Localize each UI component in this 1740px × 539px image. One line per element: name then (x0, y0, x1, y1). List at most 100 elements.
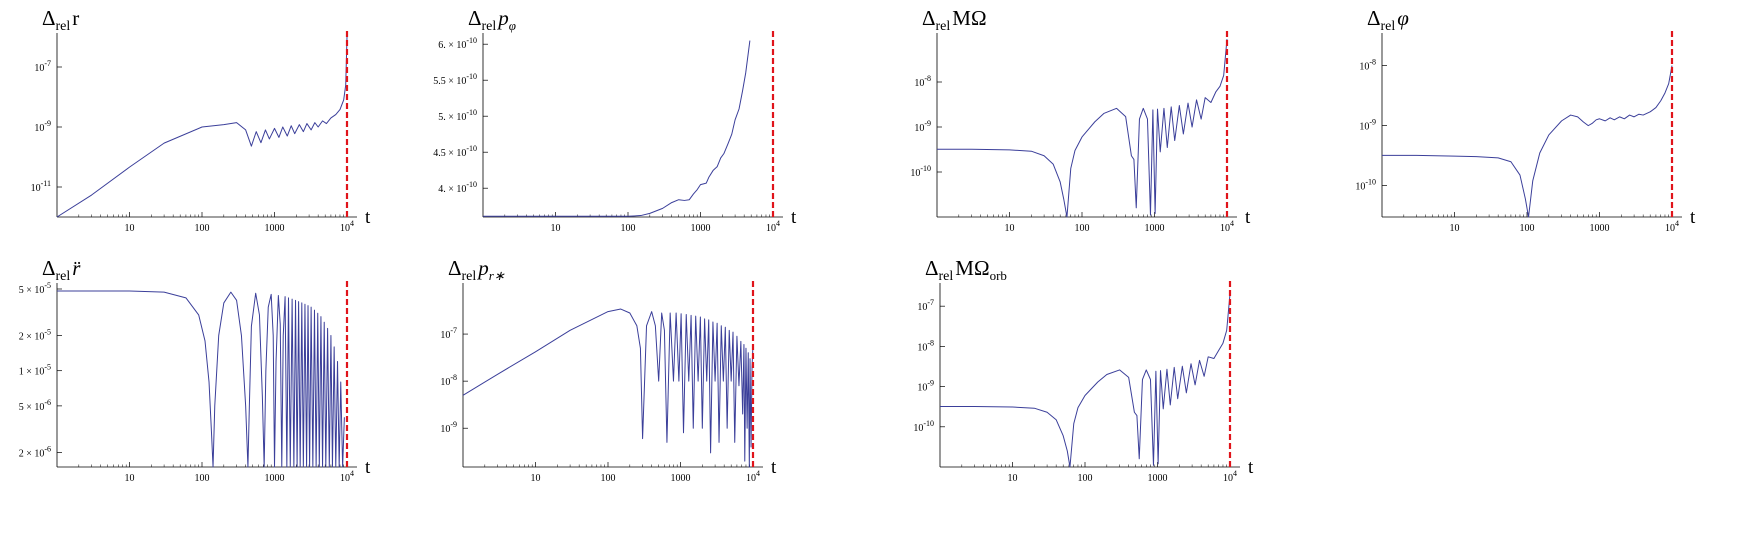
y-tick-label: 10-9 (1359, 118, 1376, 133)
y-tick-base: 4. × 10 (438, 184, 466, 195)
x-tick-label: 10 (1450, 223, 1460, 234)
y-tick-label: 10-10 (1355, 178, 1376, 193)
x-axis-label: t (1690, 207, 1696, 228)
y-tick-exponent: -5 (44, 328, 51, 337)
title-delta: Δ (42, 6, 56, 30)
x-tick-exponent: 4 (1230, 219, 1234, 228)
chart-title: Δrelr (42, 6, 79, 35)
title-subscript: rel (1380, 19, 1396, 34)
chart-svg: 10 100 1000 104 t10-710-810-9 (440, 281, 777, 484)
data-series-line (1382, 65, 1673, 218)
y-tick-exponent: -10 (466, 144, 477, 153)
y-tick-exponent: -7 (44, 59, 51, 68)
y-tick-exponent: -5 (44, 281, 51, 290)
x-tick-label: 104 (1665, 219, 1679, 234)
y-tick-exponent: -9 (924, 119, 931, 128)
title-symbol: φ (1397, 6, 1409, 30)
y-tick-exponent: -10 (466, 108, 477, 117)
x-tick-label: 1000 (1145, 223, 1165, 234)
y-tick-base: 10 (914, 78, 924, 89)
y-tick-base: 10 (440, 424, 450, 435)
x-tick-exponent: 4 (776, 219, 780, 228)
y-tick-base: 10 (1355, 182, 1365, 193)
chart-title: Δrelφ (1367, 6, 1409, 35)
x-tick-label: 10 (551, 223, 561, 234)
x-tick-label: 104 (1223, 469, 1237, 484)
title-symbol: r (72, 6, 80, 30)
chart-svg: 10 100 1000 104 t10-710-810-910-10 (913, 281, 1254, 484)
data-series-line (937, 39, 1228, 218)
chart-svg: 10 100 1000 104 t10-810-910-10 (1355, 31, 1696, 234)
y-tick-label: 10-8 (1359, 58, 1376, 73)
y-tick-base: 5. × 10 (438, 112, 466, 123)
chart-panel-p1: Δrelr 10 100 1000 104 t 10-7 10-9 10-11 (10, 0, 430, 255)
y-tick-label: 10-11 (31, 179, 51, 194)
x-axis-label: t (1245, 207, 1251, 228)
title-symbol-subscript: orb (989, 268, 1007, 283)
chart-title: Δrelpφ (468, 6, 516, 35)
title-symbol: MΩ (952, 6, 987, 30)
title-subscript: rel (461, 269, 477, 284)
y-tick-label: 10-9 (917, 379, 934, 394)
y-tick-base: 10 (1359, 122, 1369, 133)
y-tick-base: 5.5 × 10 (433, 76, 466, 87)
y-tick-base: 4.5 × 10 (433, 148, 466, 159)
chart-panel-p2: Δrelpφ 10 100 1000 104 t 6. × 10-10 5.5 × 10-10… (433, 0, 855, 255)
y-tick-label: 2 × 10-6 (19, 444, 51, 459)
x-tick-exponent: 4 (1233, 469, 1237, 478)
y-tick-base: 10 (440, 377, 450, 388)
y-tick-label: 5 × 10-5 (19, 281, 51, 296)
x-tick-label: 100 (195, 473, 210, 484)
y-tick-base: 10 (440, 330, 450, 341)
y-tick-base: 2 × 10 (19, 448, 45, 459)
title-symbol: r̈ (72, 256, 81, 280)
y-tick-exponent: -10 (920, 164, 931, 173)
y-tick-base: 10 (31, 183, 41, 194)
y-tick-exponent: -8 (924, 74, 931, 83)
chart-title: ΔrelMΩ (922, 6, 987, 35)
y-tick-label: 2 × 10-5 (19, 328, 51, 343)
title-subscript: rel (55, 269, 71, 284)
y-tick-base: 10 (914, 123, 924, 134)
y-tick-base: 2 × 10 (19, 332, 45, 343)
x-tick-exponent: 4 (1675, 219, 1679, 228)
y-tick-label: 4.5 × 10-10 (433, 144, 477, 159)
x-tick-label: 100 (1520, 223, 1535, 234)
data-series-line (462, 308, 754, 468)
data-series-line (57, 290, 345, 468)
y-tick-exponent: -10 (923, 419, 934, 428)
x-tick-label: 100 (1075, 223, 1090, 234)
chart-panel-p7: ΔrelMΩorb 10 100 1000 104 t 10-7 10-8 10-9 10-10 (890, 250, 1310, 505)
x-tick-label: 1000 (1148, 473, 1168, 484)
y-tick-label: 10-7 (34, 59, 51, 74)
x-tick-label: 104 (766, 219, 780, 234)
y-tick-label: 5 × 10-6 (19, 398, 51, 413)
title-delta: Δ (922, 6, 936, 30)
title-symbol-subscript: φ (508, 18, 516, 33)
chart-panel-p4: Δrelφ 10 100 1000 104 t 10-8 10-9 10-10 (1330, 0, 1740, 255)
y-tick-base: 1 × 10 (19, 367, 45, 378)
y-tick-exponent: -10 (466, 36, 477, 45)
y-tick-label: 10-8 (917, 338, 934, 353)
y-tick-label: 10-8 (914, 74, 931, 89)
chart-panel-p5: Δrelr̈ 10 100 1000 104 t 5 × 10-5 2 × 10-5 1 × 1… (10, 250, 430, 505)
x-tick-label: 10 (125, 223, 135, 234)
title-subscript: rel (55, 19, 71, 34)
y-tick-label: 10-9 (34, 119, 51, 134)
y-tick-exponent: -11 (41, 179, 51, 188)
title-delta: Δ (925, 256, 939, 280)
title-subscript: rel (481, 19, 497, 34)
y-tick-label: 5. × 10-10 (438, 108, 477, 123)
x-tick-label: 1000 (671, 473, 691, 484)
y-tick-base: 10 (917, 383, 927, 394)
y-tick-exponent: -5 (44, 363, 51, 372)
title-symbol-subscript: r∗ (488, 268, 505, 283)
y-tick-exponent: -9 (1369, 118, 1376, 127)
chart-title: ΔrelMΩorb (925, 256, 1007, 285)
data-series-line (56, 36, 348, 218)
y-tick-exponent: -10 (466, 180, 477, 189)
x-tick-label: 1000 (691, 223, 711, 234)
title-symbol: MΩ (955, 256, 990, 280)
y-tick-base: 10 (913, 423, 923, 434)
